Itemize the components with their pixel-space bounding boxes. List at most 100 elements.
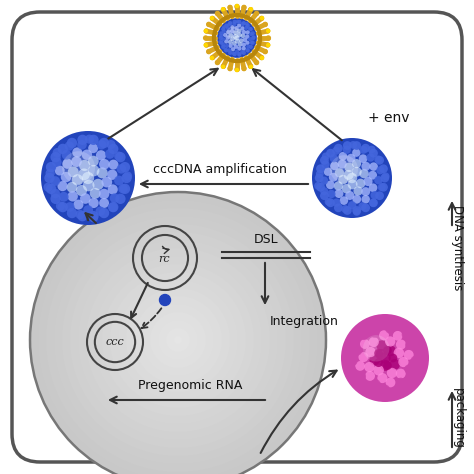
Circle shape — [221, 7, 225, 11]
Circle shape — [241, 34, 246, 38]
Circle shape — [228, 40, 233, 44]
Circle shape — [358, 352, 368, 362]
Circle shape — [378, 183, 386, 191]
Circle shape — [228, 48, 231, 52]
Circle shape — [404, 326, 413, 336]
Circle shape — [370, 328, 379, 338]
FancyBboxPatch shape — [12, 12, 462, 462]
Circle shape — [88, 143, 98, 153]
Circle shape — [358, 202, 366, 210]
Circle shape — [80, 193, 91, 204]
Circle shape — [120, 184, 130, 194]
Circle shape — [89, 198, 99, 208]
Circle shape — [99, 138, 109, 148]
Circle shape — [379, 330, 389, 340]
Circle shape — [252, 35, 255, 39]
Circle shape — [362, 322, 371, 331]
Circle shape — [373, 389, 382, 398]
Circle shape — [415, 343, 424, 353]
Circle shape — [234, 45, 238, 49]
Circle shape — [350, 338, 359, 347]
Circle shape — [203, 28, 208, 33]
Circle shape — [142, 304, 214, 376]
Circle shape — [223, 48, 228, 52]
Circle shape — [347, 173, 357, 183]
Circle shape — [230, 36, 235, 41]
Circle shape — [118, 280, 238, 400]
Circle shape — [108, 144, 118, 154]
Circle shape — [221, 45, 226, 49]
Circle shape — [410, 332, 419, 341]
Circle shape — [396, 339, 406, 350]
Circle shape — [376, 166, 384, 174]
Circle shape — [219, 34, 223, 38]
Circle shape — [377, 373, 387, 383]
Circle shape — [246, 45, 250, 48]
Circle shape — [114, 152, 123, 161]
Circle shape — [51, 189, 60, 198]
Circle shape — [227, 23, 231, 27]
Circle shape — [376, 340, 387, 351]
Circle shape — [359, 155, 367, 163]
Circle shape — [379, 352, 391, 364]
Circle shape — [232, 22, 237, 26]
Circle shape — [369, 183, 377, 192]
Circle shape — [38, 200, 318, 474]
Circle shape — [115, 194, 126, 204]
Circle shape — [235, 36, 239, 41]
Circle shape — [334, 182, 343, 191]
Circle shape — [365, 386, 375, 396]
Circle shape — [368, 146, 375, 154]
Circle shape — [218, 40, 222, 44]
Circle shape — [415, 364, 424, 373]
Circle shape — [71, 156, 82, 167]
Circle shape — [265, 35, 271, 41]
Circle shape — [374, 349, 383, 358]
Circle shape — [235, 49, 239, 54]
Circle shape — [50, 176, 60, 186]
Circle shape — [237, 20, 241, 24]
Circle shape — [248, 7, 253, 12]
Circle shape — [88, 135, 99, 145]
Circle shape — [365, 347, 376, 357]
Circle shape — [246, 24, 250, 28]
Circle shape — [102, 264, 254, 416]
Circle shape — [206, 49, 211, 55]
Circle shape — [374, 155, 382, 164]
Circle shape — [324, 167, 332, 176]
Circle shape — [226, 26, 230, 30]
Circle shape — [369, 199, 377, 207]
Circle shape — [416, 353, 426, 363]
Circle shape — [342, 184, 351, 193]
Circle shape — [166, 328, 190, 352]
Circle shape — [115, 152, 126, 162]
Circle shape — [44, 182, 53, 191]
Circle shape — [44, 173, 55, 183]
Circle shape — [242, 51, 246, 55]
Circle shape — [46, 184, 56, 194]
Circle shape — [248, 27, 252, 31]
Circle shape — [88, 211, 99, 221]
Text: DNA synthesis: DNA synthesis — [452, 205, 465, 291]
Circle shape — [248, 64, 253, 69]
Circle shape — [67, 138, 77, 148]
Circle shape — [385, 389, 395, 399]
Circle shape — [355, 361, 365, 371]
Circle shape — [329, 173, 338, 182]
Text: DSL: DSL — [254, 233, 278, 246]
Circle shape — [353, 195, 361, 204]
Circle shape — [150, 312, 206, 368]
Circle shape — [395, 386, 405, 396]
Circle shape — [338, 152, 347, 161]
Circle shape — [246, 48, 249, 52]
Circle shape — [233, 20, 237, 24]
Circle shape — [76, 185, 87, 196]
Circle shape — [234, 4, 240, 9]
Circle shape — [349, 141, 357, 149]
Circle shape — [174, 336, 182, 344]
Circle shape — [228, 33, 233, 38]
Circle shape — [58, 144, 68, 154]
Circle shape — [375, 389, 385, 399]
Circle shape — [330, 155, 358, 183]
Circle shape — [46, 208, 310, 472]
